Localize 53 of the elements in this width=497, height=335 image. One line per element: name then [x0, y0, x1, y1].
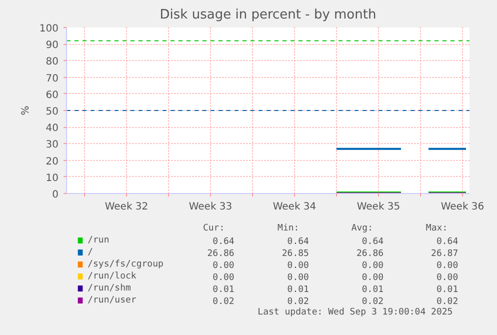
text: Max:	[426, 224, 448, 234]
y-tick-label: 70	[46, 73, 59, 84]
text: Avg:	[351, 224, 374, 234]
text: 26.86	[356, 249, 384, 259]
legend-label: /run/lock	[88, 272, 137, 282]
legend-label: /	[88, 248, 94, 258]
y-tick-label: 10	[46, 172, 59, 184]
text: 0.64	[287, 237, 309, 247]
text: 0.01	[436, 285, 458, 295]
text: 0.00	[362, 261, 384, 271]
y-tick-label: 20	[46, 156, 59, 168]
x-tick-label: Week 34	[272, 202, 316, 212]
text: 26.86	[207, 249, 234, 259]
legend-label: /run/user	[88, 296, 137, 306]
x-tick-label: Week 36	[440, 202, 484, 212]
text: Last update: Wed Sep 3 19:00:04 2025	[258, 308, 453, 318]
y-tick-label: 100	[39, 24, 59, 34]
text: 0.00	[212, 273, 234, 283]
text: 0.64	[362, 237, 384, 247]
text: 0.02	[436, 297, 458, 307]
text: 0.00	[436, 273, 458, 283]
text: Cur:	[202, 224, 225, 234]
text: 0.02	[362, 297, 384, 307]
x-tick-label: Week 32	[104, 202, 148, 212]
text: 0.00	[362, 273, 384, 283]
text: 0.00	[436, 261, 458, 271]
text: Min:	[278, 224, 300, 234]
y-tick-label: 0	[52, 190, 59, 200]
legend-label: /run	[88, 236, 110, 246]
text: 0.64	[212, 237, 234, 247]
y-tick-label: 50	[46, 106, 59, 118]
y-tick-label: 80	[46, 56, 59, 68]
text: 0.02	[287, 297, 309, 307]
text: 0.00	[287, 273, 309, 283]
y-axis-title: %	[20, 106, 32, 116]
text: 0.64	[436, 237, 458, 247]
text: 26.87	[431, 249, 458, 259]
x-tick-label: Week 33	[188, 202, 232, 212]
text: 0.02	[212, 297, 234, 307]
legend-label: /run/shm	[88, 284, 131, 294]
text: 0.01	[287, 285, 309, 295]
y-tick-label: 40	[46, 123, 59, 134]
text: 0.01	[362, 285, 384, 295]
text: 26.85	[282, 249, 309, 259]
text: 0.00	[287, 261, 309, 271]
y-tick-label: 30	[46, 140, 59, 151]
text: 0.01	[212, 285, 234, 295]
x-tick-label: Week 35	[356, 202, 400, 212]
legend-label: /sys/fs/cgroup	[88, 260, 164, 270]
text: 0.00	[212, 261, 234, 271]
chart-title: Disk usage in percent - by month	[160, 8, 376, 22]
y-tick-label: 60	[46, 90, 59, 101]
y-tick-label: 90	[46, 40, 59, 52]
